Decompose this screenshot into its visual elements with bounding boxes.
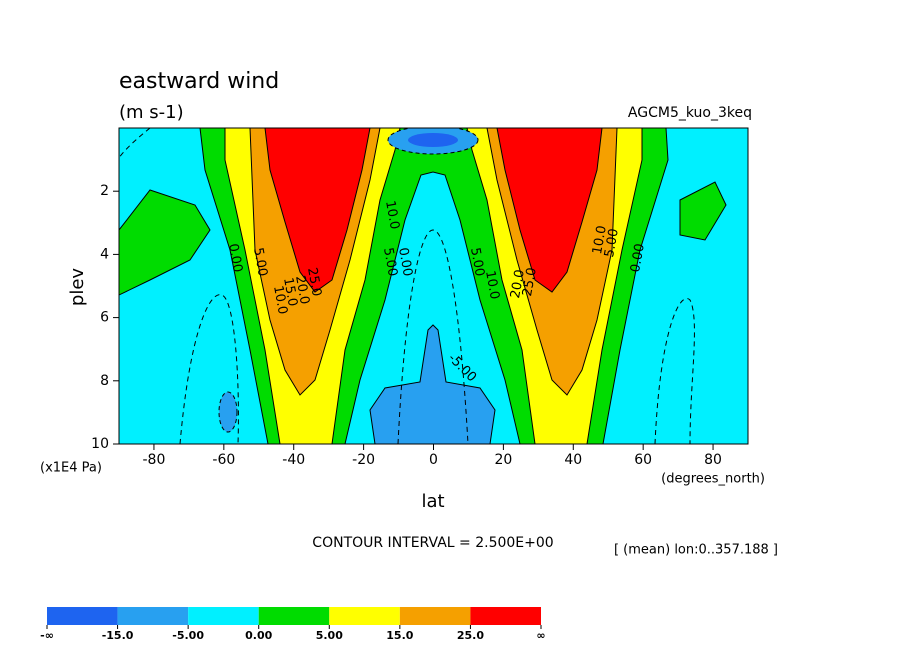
y-tick-label: 6	[100, 310, 109, 326]
y-units: (x1E4 Pa)	[40, 461, 102, 476]
x-tick-label: 0	[429, 452, 438, 468]
field-band	[218, 391, 238, 433]
contour-label: 20.0	[508, 268, 528, 299]
x-units: (degrees_north)	[661, 472, 765, 487]
plot-area	[119, 128, 748, 444]
contour-label: 20.0	[292, 274, 312, 305]
contour-label: 0.00	[225, 242, 245, 273]
colorbar-label: 15.0	[386, 629, 413, 642]
chart-title: eastward wind	[119, 69, 279, 94]
chart-subtitle: (m s-1)	[119, 102, 184, 123]
contour-label: 5.00	[467, 246, 487, 277]
colorbar-label: ∞	[536, 629, 545, 642]
contour-label: 10.0	[482, 269, 502, 300]
y-tick-label: 2	[100, 183, 109, 199]
contour-label: 0.00	[628, 242, 648, 273]
field-band	[679, 181, 727, 241]
colorbar-box	[188, 607, 259, 625]
colorbar-box	[470, 607, 541, 625]
colorbar-box	[117, 607, 189, 625]
contour-label: 10.0	[382, 199, 402, 230]
colorbar-label: 5.00	[316, 629, 343, 642]
field-band	[369, 324, 496, 444]
contour-label: 5.00	[250, 246, 270, 277]
x-tick-label: 20	[494, 452, 512, 468]
contour-interval: CONTOUR INTERVAL = 2.500E+00	[312, 535, 553, 551]
y-tick-label: 4	[100, 246, 109, 262]
x-tick-label: 40	[564, 452, 582, 468]
model-label: AGCM5_kuo_3keq	[628, 105, 752, 121]
field-band	[408, 133, 458, 147]
contour-label: 5.00	[380, 246, 400, 277]
x-tick-label: 60	[634, 452, 652, 468]
contour-label: 0.00	[395, 246, 415, 277]
contour-label: 10.0	[270, 284, 290, 315]
y-axis-label: plev	[67, 268, 88, 307]
colorbar-label: -5.00	[172, 629, 204, 642]
x-tick-label: -20	[352, 452, 375, 468]
colorbar-box	[47, 607, 118, 625]
field-band	[119, 189, 211, 296]
colorbar-label: 0.00	[245, 629, 272, 642]
x-axis-label: lat	[421, 491, 444, 512]
x-tick-label: -60	[212, 452, 235, 468]
colorbar-label: -∞	[40, 629, 54, 642]
negative-contour	[654, 298, 695, 444]
y-tick-label: 8	[100, 373, 109, 389]
x-tick-label: -40	[282, 452, 305, 468]
contour-label: 5.00	[602, 227, 622, 258]
mean-note: [ (mean) lon:0..357.188 ]	[614, 543, 778, 558]
colorbar-box	[329, 607, 400, 625]
field-band	[264, 128, 371, 293]
contour-label: 25.0	[304, 266, 324, 297]
field-band	[496, 128, 603, 293]
colorbar-box	[258, 607, 330, 625]
y-tick-label: 10	[91, 436, 109, 452]
contour-label: 10.0	[590, 224, 610, 255]
x-tick-label: -80	[143, 452, 166, 468]
negative-contour	[179, 294, 239, 444]
contour-label: 15.0	[280, 276, 300, 307]
negative-contour	[397, 229, 469, 444]
colorbar-label: -15.0	[102, 629, 134, 642]
x-tick-label: 80	[704, 452, 722, 468]
contour-label: 25.0	[520, 266, 540, 297]
colorbar-label: 25.0	[457, 629, 484, 642]
colorbar-box	[399, 607, 471, 625]
